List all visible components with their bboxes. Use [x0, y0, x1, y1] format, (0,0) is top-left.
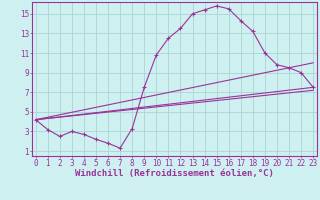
X-axis label: Windchill (Refroidissement éolien,°C): Windchill (Refroidissement éolien,°C)	[75, 169, 274, 178]
